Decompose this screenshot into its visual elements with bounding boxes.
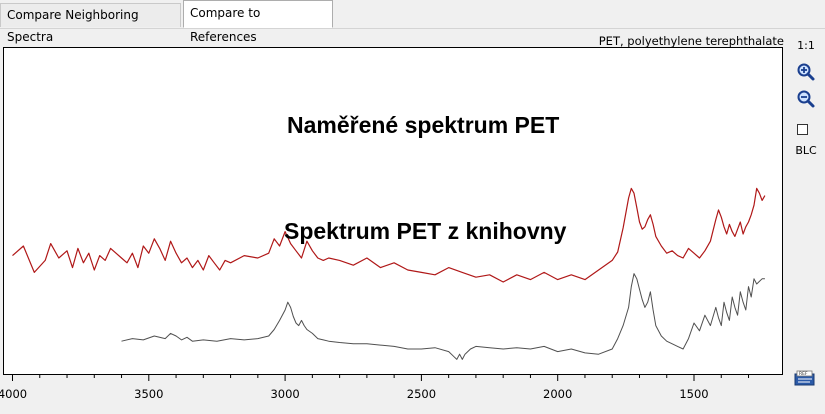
spectrum-line-library: [121, 273, 765, 360]
caption-library-spectrum: Spektrum PET z knihovny: [284, 218, 567, 244]
blc-checkbox[interactable]: [797, 124, 808, 135]
x-tick-label: 3500: [134, 387, 163, 401]
tab-compare-to-references[interactable]: Compare to References: [183, 0, 333, 44]
x-axis-svg: 4000 3500 3000 2500 2000 1500: [0, 375, 750, 401]
x-tick-label: 2500: [407, 387, 436, 401]
svg-text:REF: REF: [799, 371, 808, 377]
zoom-out-icon[interactable]: [796, 89, 816, 109]
spectrum-plot-svg[interactable]: [4, 48, 782, 374]
reference-name-label: PET, polyethylene terephthalate: [598, 34, 784, 48]
blc-label: BLC: [795, 144, 817, 157]
x-axis: 4000 3500 3000 2500 2000 1500: [0, 375, 790, 410]
ref-library-icon[interactable]: REF: [794, 368, 816, 386]
x-tick-label: 4000: [0, 387, 27, 401]
x-tick-label: 1500: [679, 387, 708, 401]
tab-bar: Compare Neighboring Spectra Compare to R…: [0, 0, 825, 44]
spectrum-plot[interactable]: Naměřené spektrum PET Spektrum PET z kni…: [3, 47, 783, 375]
scale-1to1-button[interactable]: 1:1: [797, 39, 815, 52]
x-tick-label: 2000: [543, 387, 572, 401]
zoom-in-icon[interactable]: [796, 62, 816, 82]
plot-toolbar: 1:1 BLC REF: [787, 28, 825, 410]
x-tick-label: 3000: [270, 387, 299, 401]
spectrum-line-measured: [12, 187, 766, 283]
caption-measured-spectrum: Naměřené spektrum PET: [287, 112, 560, 138]
tab-compare-neighboring-spectra[interactable]: Compare Neighboring Spectra: [0, 3, 181, 44]
